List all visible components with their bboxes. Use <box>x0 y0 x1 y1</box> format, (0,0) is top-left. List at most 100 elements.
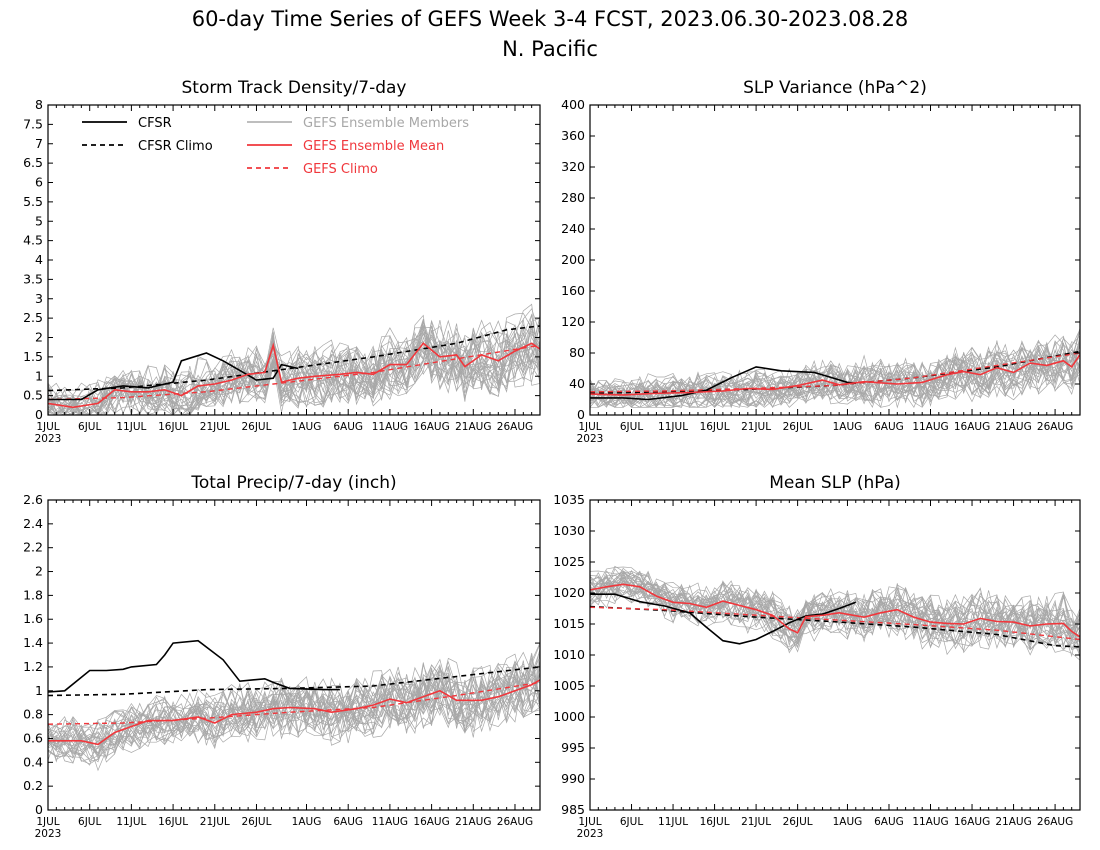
y-tick-label: 1.5 <box>23 349 43 364</box>
panel-title: Total Precip/7-day (inch) <box>190 473 396 493</box>
ensemble-member-line <box>48 680 540 764</box>
x-tick-label: 6JUL <box>620 816 643 828</box>
y-tick-label: 3 <box>35 291 43 306</box>
ensemble-member-line <box>48 660 540 747</box>
series-cfsr-climo <box>590 605 1080 648</box>
y-tick-label: 0.6 <box>23 730 43 745</box>
y-tick-label: 1 <box>35 368 43 383</box>
y-tick-label: 5 <box>35 213 43 228</box>
y-tick-label: 200 <box>561 252 585 267</box>
figure-title-line1: 60-day Time Series of GEFS Week 3-4 FCST… <box>192 7 909 31</box>
x-tick-label: 11AUG <box>372 421 408 433</box>
panel-title: SLP Variance (hPa^2) <box>743 78 927 98</box>
y-tick-label: 2.4 <box>23 516 43 531</box>
legend-label: GEFS Climo <box>303 162 378 177</box>
y-tick-label: 2.6 <box>23 492 43 507</box>
x-tick-label: 1JUL <box>578 421 601 433</box>
series-cfsr <box>48 352 299 401</box>
panel-mean-slp: Mean SLP (hPa) 985 990 995 1000 1005 1010 1015 1… <box>553 473 1081 840</box>
y-tick-label: 1.6 <box>23 611 43 626</box>
ensemble-member-line <box>48 327 540 415</box>
y-tick-label: 5.5 <box>23 194 43 209</box>
ensemble-member-line <box>48 322 540 415</box>
y-tick-label: 0.4 <box>23 754 43 769</box>
y-tick-label: 160 <box>561 283 585 298</box>
y-tick-label: 2.5 <box>23 310 43 325</box>
y-tick-label: 0 <box>35 407 43 422</box>
series-gefs-climo <box>590 352 1080 393</box>
ensemble-member-line <box>48 319 540 411</box>
ensemble-member-line <box>590 567 1080 638</box>
legend-label: GEFS Ensemble Members <box>303 116 469 131</box>
panel-total-precip: Total Precip/7-day (inch)00.20.40.60.811… <box>23 473 541 840</box>
y-tick-label: 1.4 <box>23 635 43 650</box>
ensemble-member-line <box>590 336 1080 406</box>
y-tick-label: 240 <box>561 221 585 236</box>
x-tick-label: 16AUG <box>954 816 990 828</box>
x-tick-label: 16JUL <box>700 816 730 828</box>
y-tick-label: 985 <box>561 802 585 817</box>
y-tick-label: 1020 <box>553 585 585 600</box>
plot-frame <box>589 499 1081 811</box>
x-tick-label: 11JUL <box>116 421 146 433</box>
series-cfsr-climo <box>48 666 540 697</box>
legend-label: GEFS Ensemble Mean <box>303 139 444 154</box>
ensemble-member-line <box>590 572 1080 655</box>
x-tick-label: 26JUL <box>783 421 813 433</box>
ensemble-member-line <box>48 328 540 415</box>
y-tick-label: 2.2 <box>23 540 43 555</box>
y-tick-label: 1010 <box>553 647 585 662</box>
series-cfsr-climo <box>48 325 540 392</box>
x-tick-label: 21AUG <box>995 421 1031 433</box>
y-tick-label: 1015 <box>553 616 585 631</box>
x-tick-label: 16AUG <box>954 421 990 433</box>
x-tick-label: 11JUL <box>116 816 146 828</box>
x-tick-label: 21AUG <box>455 816 491 828</box>
x-tick-label: 26JUL <box>241 816 271 828</box>
series-gefs-ensemble-mean <box>590 583 1080 638</box>
y-tick-label: 1.8 <box>23 587 43 602</box>
y-tick-label: 120 <box>561 314 585 329</box>
ensemble-member-line <box>48 650 540 751</box>
x-tick-label: 26AUG <box>497 816 533 828</box>
y-tick-label: 995 <box>561 740 585 755</box>
x-tick-label: 21JUL <box>200 421 230 433</box>
plot-area <box>48 303 540 415</box>
x-tick-label: 16JUL <box>700 421 730 433</box>
x-tick-label: 16JUL <box>158 816 188 828</box>
ensemble-member-line <box>590 588 1080 656</box>
ensemble-member-line <box>590 565 1080 644</box>
y-tick-label: 1 <box>35 683 43 698</box>
ensemble-member-line <box>590 330 1080 399</box>
y-tick-label: 4 <box>35 252 43 267</box>
series-gefs-ensemble-mean <box>590 354 1080 396</box>
x-tick-label: 1JUL <box>36 816 59 828</box>
x-tick-label: 21AUG <box>455 421 491 433</box>
y-tick-label: 1035 <box>553 492 585 507</box>
y-tick-label: 320 <box>561 159 585 174</box>
y-tick-label: 2 <box>35 330 43 345</box>
x-tick-label: 26JUL <box>783 816 813 828</box>
series-gefs-ensemble-mean <box>48 342 540 409</box>
ensemble-member-line <box>48 314 540 415</box>
x-tick-label: 16AUG <box>413 421 449 433</box>
plot-area <box>590 565 1080 661</box>
x-tick-label: 16JUL <box>158 421 188 433</box>
series-gefs-ensemble-mean <box>48 679 540 746</box>
x-tick-label: 26AUG <box>497 421 533 433</box>
x-tick-label: 16AUG <box>413 816 449 828</box>
y-tick-label: 4.5 <box>23 233 43 248</box>
x-year-label: 2023 <box>35 433 62 445</box>
ensemble-member-line <box>590 349 1080 408</box>
x-tick-label: 6AUG <box>333 816 363 828</box>
y-tick-label: 1000 <box>553 709 585 724</box>
panel-title: Mean SLP (hPa) <box>769 473 901 493</box>
x-tick-label: 1AUG <box>833 421 863 433</box>
panel-slp-variance: SLP Variance (hPa^2) 0 40 80 120 160 200 240 280… <box>561 78 1081 445</box>
y-tick-label: 1.2 <box>23 659 43 674</box>
ensemble-member-line <box>590 580 1080 654</box>
x-tick-label: 1AUG <box>833 816 863 828</box>
ensemble-member-line <box>48 314 540 415</box>
x-tick-label: 11AUG <box>912 421 948 433</box>
ensemble-member-line <box>590 344 1080 405</box>
